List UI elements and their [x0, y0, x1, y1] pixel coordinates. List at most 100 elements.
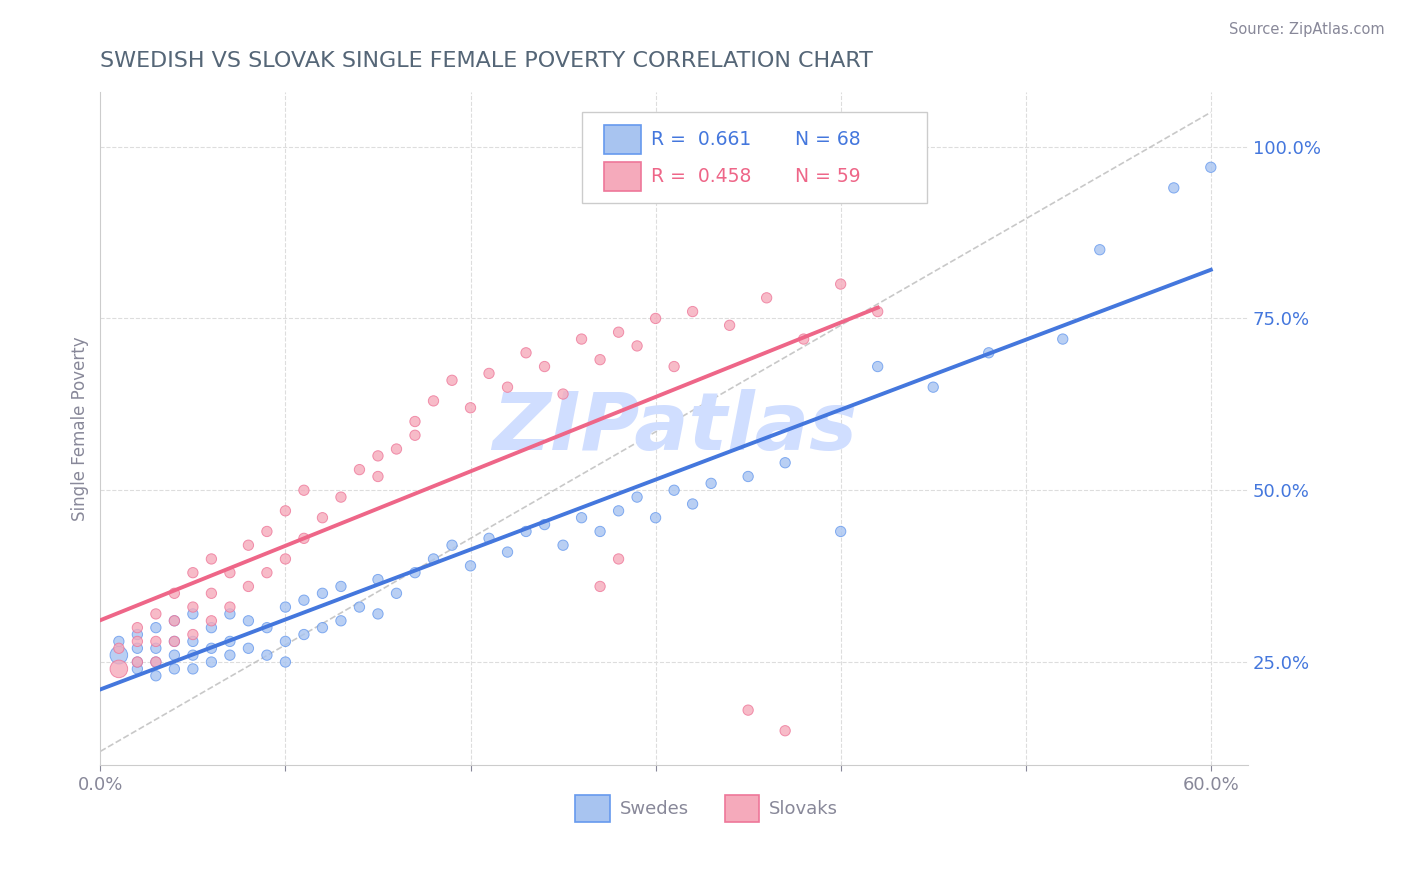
Point — [1199, 161, 1222, 175]
Point — [773, 456, 796, 470]
Point — [478, 532, 501, 546]
Point — [163, 614, 186, 628]
Point — [644, 311, 666, 326]
Point — [1088, 243, 1111, 257]
Point — [181, 607, 204, 621]
Point — [219, 634, 242, 648]
Point — [1052, 332, 1074, 346]
Point — [163, 614, 186, 628]
Point — [127, 655, 149, 669]
Point — [589, 579, 612, 593]
Point — [644, 510, 666, 524]
Point — [626, 490, 648, 504]
Point — [571, 332, 593, 346]
Point — [145, 655, 167, 669]
Point — [274, 552, 297, 566]
Point — [145, 621, 167, 635]
Point — [866, 359, 889, 374]
Point — [551, 538, 574, 552]
Point — [163, 586, 186, 600]
Point — [145, 607, 167, 621]
Point — [329, 579, 352, 593]
Point — [256, 648, 278, 662]
Point — [200, 614, 222, 628]
Point — [571, 510, 593, 524]
Point — [329, 490, 352, 504]
Point — [108, 634, 131, 648]
Point — [496, 380, 519, 394]
Point — [181, 634, 204, 648]
Text: ZIPatlas: ZIPatlas — [492, 390, 856, 467]
Text: SWEDISH VS SLOVAK SINGLE FEMALE POVERTY CORRELATION CHART: SWEDISH VS SLOVAK SINGLE FEMALE POVERTY … — [100, 51, 873, 70]
Point — [181, 566, 204, 580]
Point — [163, 662, 186, 676]
Point — [440, 373, 463, 387]
Point — [108, 641, 131, 656]
Text: N = 59: N = 59 — [794, 167, 860, 186]
Point — [793, 332, 815, 346]
Text: Swedes: Swedes — [620, 800, 689, 818]
Point — [737, 703, 759, 717]
Y-axis label: Single Female Poverty: Single Female Poverty — [72, 336, 89, 521]
Point — [181, 648, 204, 662]
Point — [977, 346, 1000, 360]
Point — [607, 504, 630, 518]
Point — [127, 627, 149, 641]
Point — [515, 524, 537, 539]
Point — [256, 524, 278, 539]
Point — [127, 621, 149, 635]
Point — [219, 600, 242, 615]
Point — [219, 648, 242, 662]
Point — [367, 469, 389, 483]
Point — [367, 573, 389, 587]
Point — [238, 538, 260, 552]
Point — [200, 552, 222, 566]
Point — [922, 380, 945, 394]
Point — [478, 367, 501, 381]
Point — [404, 428, 426, 442]
Point — [866, 304, 889, 318]
Point — [533, 359, 555, 374]
Point — [682, 497, 704, 511]
Point — [127, 634, 149, 648]
Point — [256, 566, 278, 580]
Text: Source: ZipAtlas.com: Source: ZipAtlas.com — [1229, 22, 1385, 37]
Point — [533, 517, 555, 532]
Point — [163, 648, 186, 662]
Point — [626, 339, 648, 353]
Point — [274, 600, 297, 615]
Point — [718, 318, 741, 333]
Point — [422, 393, 444, 408]
Point — [460, 558, 482, 573]
Point — [496, 545, 519, 559]
FancyBboxPatch shape — [582, 112, 927, 202]
Point — [127, 662, 149, 676]
Point — [200, 655, 222, 669]
Point — [200, 586, 222, 600]
Point — [292, 532, 315, 546]
Point — [292, 593, 315, 607]
Text: Slovaks: Slovaks — [769, 800, 838, 818]
Point — [329, 614, 352, 628]
Point — [238, 579, 260, 593]
Point — [755, 291, 778, 305]
Point — [682, 304, 704, 318]
FancyBboxPatch shape — [575, 796, 610, 822]
Point — [163, 634, 186, 648]
Point — [200, 641, 222, 656]
Point — [404, 566, 426, 580]
Point — [830, 524, 852, 539]
Point — [311, 586, 333, 600]
Point — [219, 566, 242, 580]
Point — [385, 442, 408, 456]
Point — [219, 607, 242, 621]
Point — [181, 662, 204, 676]
Text: R =  0.661: R = 0.661 — [651, 130, 751, 149]
Point — [274, 655, 297, 669]
Point — [181, 600, 204, 615]
Point — [440, 538, 463, 552]
Point — [200, 621, 222, 635]
Text: R =  0.458: R = 0.458 — [651, 167, 752, 186]
Point — [145, 634, 167, 648]
Point — [127, 655, 149, 669]
